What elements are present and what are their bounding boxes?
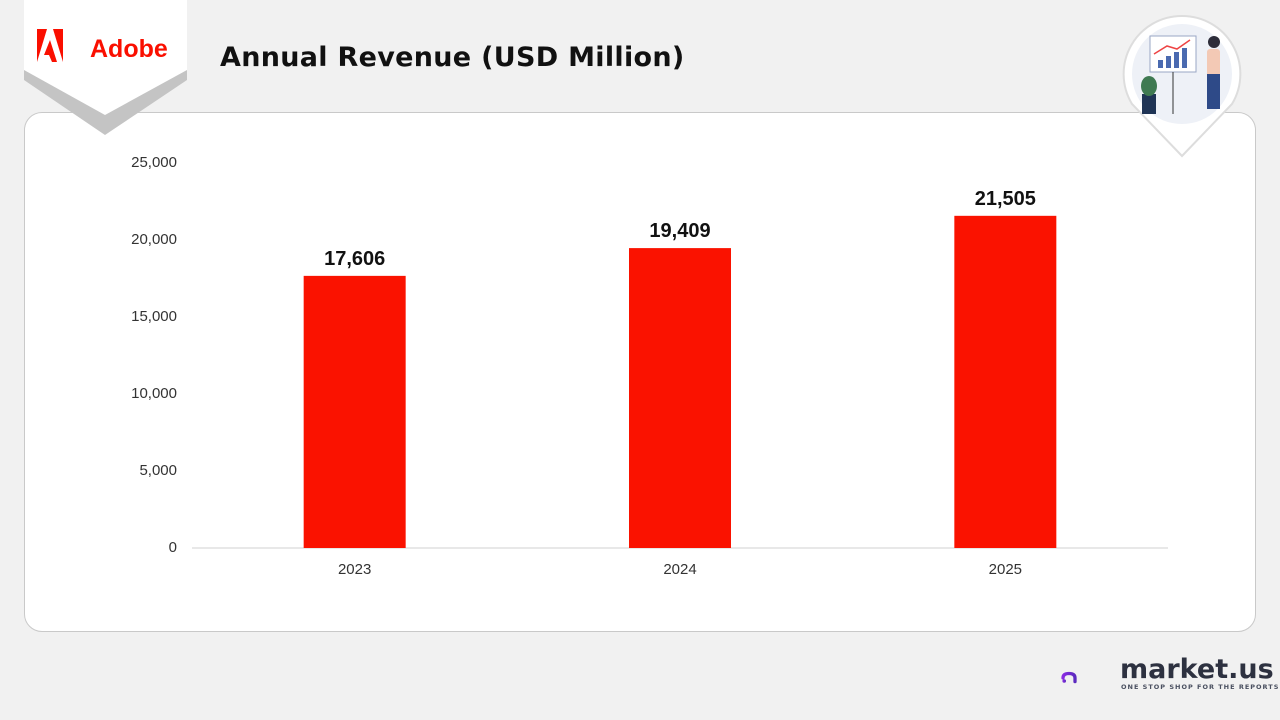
adobe-logo-icon	[37, 29, 63, 62]
data-label-2025: 21,505	[975, 188, 1036, 210]
market-us-logo-text: market.us	[1120, 654, 1274, 685]
y-tick-label: 20,000	[131, 231, 177, 248]
adobe-logo-text: Adobe	[90, 35, 168, 63]
bar-2024	[629, 248, 731, 549]
bar-2023	[303, 275, 406, 548]
x-tick-label: 2025	[989, 561, 1022, 578]
bar-2025	[954, 215, 1057, 548]
page-title: Annual Revenue (USD Million)	[220, 42, 685, 73]
presentation-illustration	[1122, 14, 1242, 158]
adobe-logo-badge: Adobe	[24, 0, 187, 135]
data-label-2024: 19,409	[649, 220, 710, 242]
market-us-logo-icon	[1061, 671, 1090, 684]
x-tick-label: 2024	[663, 561, 696, 578]
y-tick-label: 5,000	[139, 462, 177, 479]
data-label-2023: 17,606	[324, 248, 385, 270]
x-tick-label: 2023	[338, 561, 371, 578]
y-tick-label: 10,000	[131, 385, 177, 402]
y-tick-label: 15,000	[131, 308, 177, 325]
y-tick-label: 0	[169, 539, 177, 556]
market-us-tagline: ONE STOP SHOP FOR THE REPORTS	[1121, 683, 1280, 691]
y-tick-label: 25,000	[131, 154, 177, 171]
